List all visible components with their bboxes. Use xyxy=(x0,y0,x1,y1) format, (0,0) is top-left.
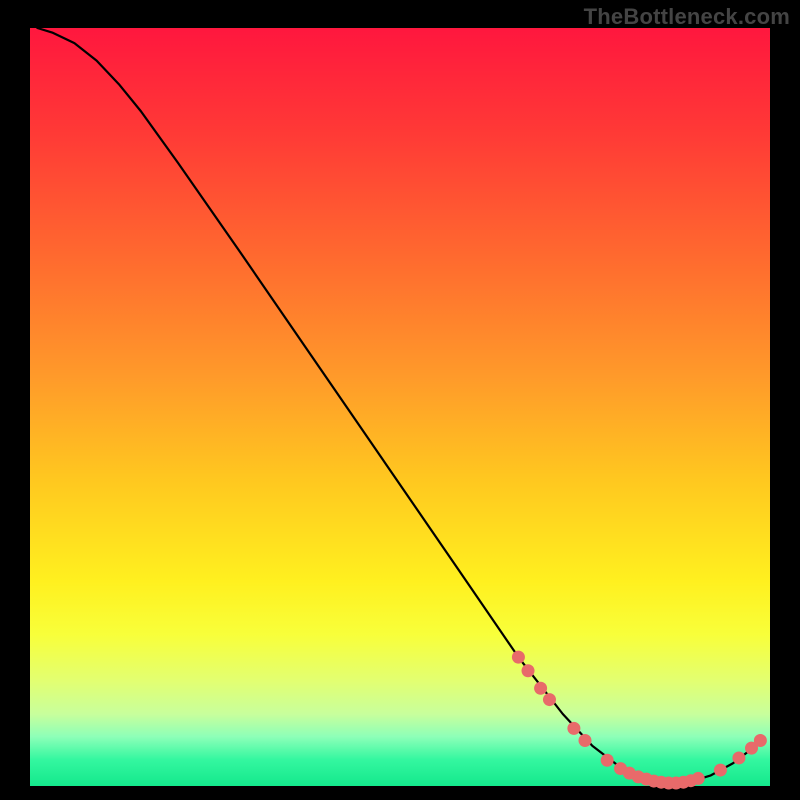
gradient-background xyxy=(30,28,770,786)
data-marker xyxy=(732,751,745,764)
data-marker xyxy=(601,754,614,767)
data-marker xyxy=(567,722,580,735)
data-marker xyxy=(714,764,727,777)
chart-frame: TheBottleneck.com xyxy=(0,0,800,800)
data-marker xyxy=(579,734,592,747)
data-marker xyxy=(534,682,547,695)
data-marker xyxy=(522,664,535,677)
data-marker xyxy=(754,734,767,747)
data-marker xyxy=(512,651,525,664)
bottleneck-chart xyxy=(0,0,800,800)
watermark-text: TheBottleneck.com xyxy=(584,4,790,30)
data-marker xyxy=(543,693,556,706)
data-marker xyxy=(692,772,705,785)
